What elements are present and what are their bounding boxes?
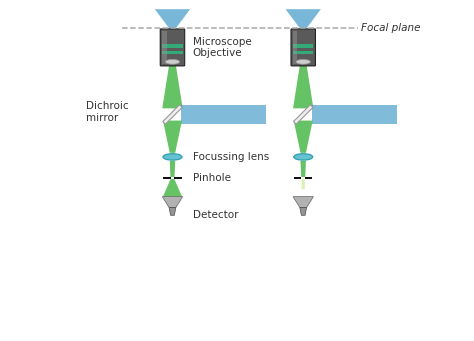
FancyBboxPatch shape bbox=[160, 29, 185, 66]
Polygon shape bbox=[170, 161, 175, 177]
Bar bbox=[294, 177, 301, 179]
Bar bbox=[162, 44, 182, 47]
Ellipse shape bbox=[163, 154, 182, 160]
Polygon shape bbox=[162, 197, 182, 208]
Text: Focal plane: Focal plane bbox=[361, 23, 420, 33]
Polygon shape bbox=[301, 179, 305, 189]
Polygon shape bbox=[293, 105, 313, 124]
FancyBboxPatch shape bbox=[291, 29, 316, 66]
Bar bbox=[312, 105, 397, 124]
Text: Detector: Detector bbox=[193, 210, 238, 220]
Polygon shape bbox=[301, 161, 306, 177]
Text: Pinhole: Pinhole bbox=[193, 173, 231, 183]
Polygon shape bbox=[293, 197, 313, 208]
Polygon shape bbox=[163, 179, 182, 197]
Text: Microscope
Objective: Microscope Objective bbox=[193, 37, 252, 58]
Polygon shape bbox=[155, 9, 190, 30]
Bar bbox=[181, 105, 266, 124]
Polygon shape bbox=[300, 208, 307, 215]
Polygon shape bbox=[163, 105, 182, 124]
Bar bbox=[164, 177, 171, 179]
Bar bbox=[293, 50, 313, 54]
Polygon shape bbox=[162, 65, 182, 108]
Ellipse shape bbox=[294, 154, 313, 160]
Polygon shape bbox=[285, 9, 321, 30]
Bar bbox=[305, 177, 312, 179]
Polygon shape bbox=[163, 121, 182, 153]
Polygon shape bbox=[169, 208, 176, 215]
Bar bbox=[162, 31, 167, 64]
Bar bbox=[174, 177, 182, 179]
Bar bbox=[162, 50, 182, 54]
Polygon shape bbox=[293, 65, 313, 108]
Bar bbox=[293, 44, 313, 47]
Bar bbox=[293, 31, 298, 64]
Text: Dichroic
mirror: Dichroic mirror bbox=[86, 101, 128, 122]
Text: Focussing lens: Focussing lens bbox=[193, 152, 269, 162]
Polygon shape bbox=[294, 121, 313, 153]
Ellipse shape bbox=[165, 59, 180, 64]
Ellipse shape bbox=[296, 59, 310, 64]
